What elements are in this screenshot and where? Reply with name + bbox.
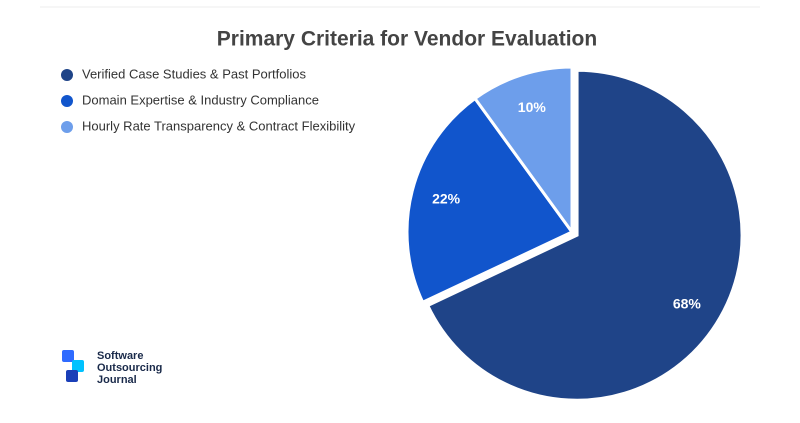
- legend-swatch: [61, 69, 73, 81]
- legend-label: Verified Case Studies & Past Portfolios: [82, 66, 307, 81]
- legend-swatch: [61, 95, 73, 107]
- logo-text: Software: [97, 350, 143, 362]
- slice-label: 22%: [432, 190, 461, 206]
- legend-label: Domain Expertise & Industry Compliance: [82, 92, 319, 107]
- logo-text: Outsourcing: [97, 362, 162, 374]
- chart-title: Primary Criteria for Vendor Evaluation: [217, 28, 597, 51]
- logo-icon: [72, 360, 84, 372]
- legend-swatch: [61, 121, 73, 133]
- legend-label: Hourly Rate Transparency & Contract Flex…: [82, 118, 356, 133]
- logo-icon: [66, 370, 78, 382]
- slice-label: 68%: [673, 296, 702, 312]
- pie-slice: [405, 96, 575, 305]
- logo-text: Journal: [97, 374, 137, 386]
- logo: Software Outsourcing Journal: [62, 350, 162, 386]
- pie-slice: [472, 65, 574, 237]
- logo-icon: [62, 350, 74, 362]
- slice-label: 10%: [518, 99, 547, 115]
- pie-slice: [425, 68, 744, 402]
